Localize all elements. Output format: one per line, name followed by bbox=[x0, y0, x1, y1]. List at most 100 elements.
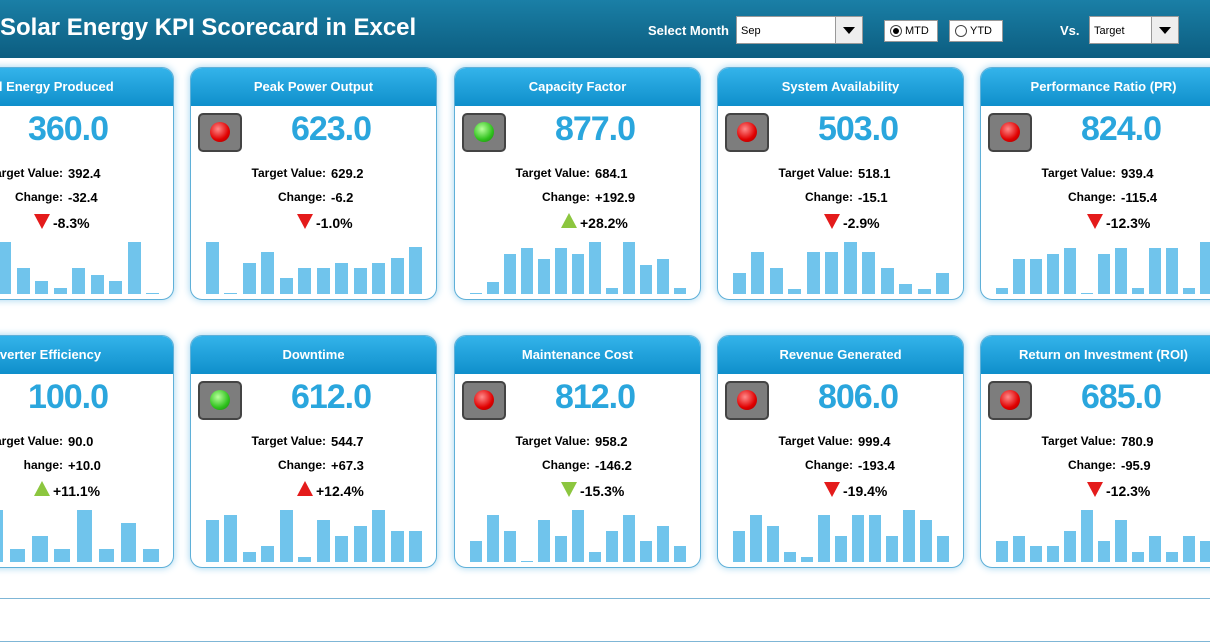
spark-bar bbox=[817, 515, 830, 562]
spark-bar bbox=[783, 551, 796, 562]
target-label: Target Value: bbox=[515, 166, 590, 180]
spark-bar bbox=[917, 288, 931, 294]
spark-bar bbox=[469, 293, 482, 294]
spark-bar bbox=[869, 515, 882, 562]
change-value: -146.2 bbox=[595, 458, 632, 473]
status-light bbox=[725, 381, 769, 420]
status-light bbox=[462, 113, 506, 152]
spark-bar bbox=[127, 242, 141, 294]
trend-arrow bbox=[1087, 214, 1103, 229]
spark-bar bbox=[390, 257, 404, 294]
spark-bar bbox=[537, 520, 550, 562]
spark-bar bbox=[205, 242, 219, 294]
kpi-card: Revenue Generated 806.0 Target Value: 999.4… bbox=[717, 335, 964, 568]
footer-frame bbox=[0, 598, 1210, 642]
change-label: Change: bbox=[805, 190, 853, 204]
ytd-radio[interactable]: YTD bbox=[949, 20, 1003, 42]
target-label: Target Value: bbox=[1041, 434, 1116, 448]
spark-bar bbox=[766, 525, 779, 562]
status-light bbox=[198, 113, 242, 152]
spark-bar bbox=[279, 510, 293, 562]
spark-bar bbox=[1046, 546, 1059, 562]
header-bar bbox=[0, 0, 1210, 58]
spark-bar bbox=[800, 556, 813, 562]
kpi-card: Capacity Factor 877.0 Target Value: 684.1 Ch… bbox=[454, 67, 701, 300]
spark-bar bbox=[1063, 247, 1076, 294]
kpi-value: 812.0 bbox=[554, 378, 636, 416]
kpi-card: Downtime 612.0 Target Value: 544.7 Change: +6… bbox=[190, 335, 437, 568]
spark-bar bbox=[995, 541, 1008, 562]
spark-bar bbox=[843, 242, 857, 294]
change-label: Change: bbox=[542, 458, 590, 472]
spark-bar bbox=[1080, 293, 1093, 294]
kpi-card: System Availability 503.0 Target Value: 518… bbox=[717, 67, 964, 300]
spark-bar bbox=[76, 510, 93, 562]
spark-bar bbox=[469, 541, 482, 562]
target-value: 392.4 bbox=[68, 166, 101, 181]
ytd-label: YTD bbox=[970, 25, 992, 37]
spark-bar bbox=[242, 262, 256, 294]
spark-bar bbox=[640, 265, 653, 294]
spark-bar bbox=[242, 551, 256, 562]
change-percent: +11.1% bbox=[53, 483, 101, 499]
change-value: +67.3 bbox=[331, 458, 364, 473]
spark-bar bbox=[298, 556, 312, 562]
spark-bar bbox=[1063, 530, 1076, 562]
spark-bar bbox=[503, 530, 516, 562]
status-light bbox=[988, 113, 1032, 152]
kpi-value: 824.0 bbox=[1080, 110, 1162, 148]
month-dropdown[interactable]: Sep bbox=[736, 16, 863, 44]
spark-bar bbox=[72, 268, 86, 294]
trend-arrow bbox=[1087, 482, 1103, 497]
change-percent: -12.3% bbox=[1106, 483, 1151, 499]
kpi-value: 100.0 bbox=[27, 378, 109, 416]
change-percent: -15.3% bbox=[580, 483, 625, 499]
trend-arrow bbox=[561, 213, 577, 228]
vs-dropdown[interactable]: Target bbox=[1089, 16, 1179, 44]
kpi-card: verter Efficiency 100.0 arget Value: 90.0 ha… bbox=[0, 335, 174, 568]
spark-bar bbox=[1029, 259, 1042, 294]
spark-bar bbox=[409, 530, 423, 562]
kpi-value: 623.0 bbox=[290, 110, 372, 148]
spark-bar bbox=[372, 262, 386, 294]
spark-bar bbox=[353, 268, 367, 294]
spark-bar bbox=[335, 262, 349, 294]
spark-bar bbox=[0, 242, 12, 294]
card-title: Performance Ratio (PR) bbox=[981, 68, 1210, 106]
change-label: Change: bbox=[1068, 190, 1116, 204]
spark-bar bbox=[572, 253, 584, 294]
change-percent: -12.3% bbox=[1106, 215, 1151, 231]
spark-bar bbox=[335, 536, 349, 562]
spark-bar bbox=[640, 541, 653, 562]
spark-bar bbox=[390, 530, 404, 562]
spark-bar bbox=[54, 549, 70, 562]
spark-bar bbox=[143, 549, 159, 562]
status-lamp bbox=[737, 390, 757, 410]
spark-bar bbox=[732, 530, 745, 562]
spark-bar bbox=[537, 259, 550, 294]
kpi-card: tal Energy Produced 360.0 arget Value: 392.… bbox=[0, 67, 174, 300]
status-lamp bbox=[210, 122, 230, 142]
spark-bar bbox=[1046, 253, 1059, 294]
month-label: Select Month bbox=[648, 23, 729, 38]
month-value: Sep bbox=[741, 25, 761, 37]
status-lamp bbox=[210, 390, 230, 410]
kpi-value: 503.0 bbox=[817, 110, 899, 148]
spark-bar bbox=[788, 288, 802, 294]
mtd-radio[interactable]: MTD bbox=[884, 20, 938, 42]
status-lamp bbox=[737, 122, 757, 142]
spark-bar bbox=[995, 288, 1008, 294]
status-lamp bbox=[474, 390, 494, 410]
spark-bar bbox=[9, 549, 26, 562]
spark-bar bbox=[520, 561, 533, 562]
spark-bar bbox=[109, 281, 123, 294]
target-value: 958.2 bbox=[595, 434, 628, 449]
target-label: Target Value: bbox=[251, 434, 326, 448]
title: Solar Energy KPI Scorecard in Excel bbox=[0, 14, 417, 41]
target-value: 999.4 bbox=[858, 434, 891, 449]
change-value: -115.4 bbox=[1121, 190, 1158, 205]
spark-bar bbox=[1149, 536, 1162, 562]
card-title: Downtime bbox=[191, 336, 436, 374]
spark-bar bbox=[120, 523, 137, 562]
